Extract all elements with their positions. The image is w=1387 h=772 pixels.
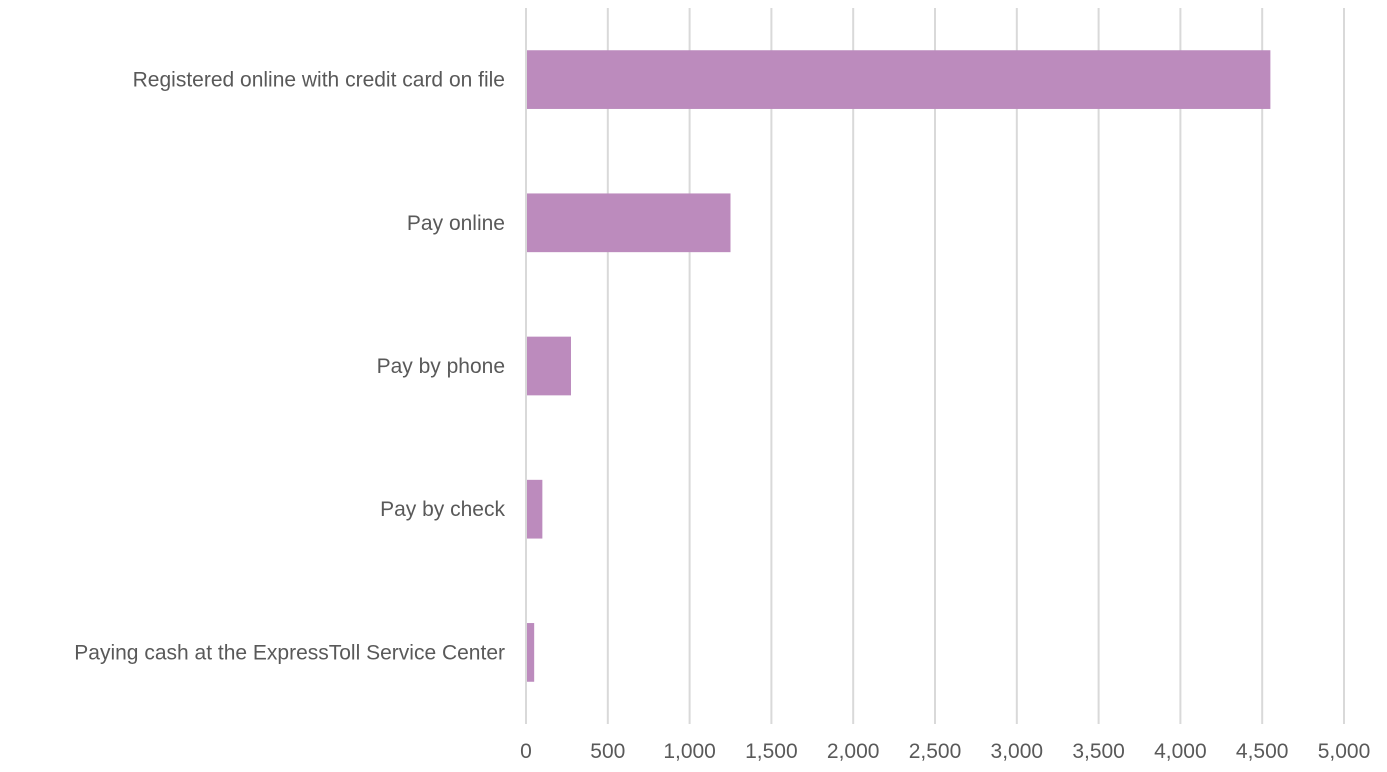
x-tick-label: 0: [520, 740, 532, 763]
bar: [527, 479, 543, 539]
category-label: Registered online with credit card on fi…: [133, 69, 505, 92]
x-tick-label: 3,500: [1072, 740, 1125, 763]
x-tick-label: 4,000: [1154, 740, 1207, 763]
x-tick-label: 1,000: [663, 740, 716, 763]
x-tick-label: 500: [590, 740, 625, 763]
category-label: Pay by phone: [377, 355, 505, 378]
category-labels: Registered online with credit card on fi…: [74, 69, 505, 665]
x-tick-label: 1,500: [745, 740, 798, 763]
bar: [527, 623, 535, 682]
category-label: Pay online: [407, 212, 505, 235]
bar: [527, 50, 1271, 109]
x-tick-label: 3,000: [991, 740, 1044, 763]
x-tick-label: 2,000: [827, 740, 880, 763]
x-tick-labels: 0 500 1,000 1,500 2,000 2,500 3,000 3,500 4,000 4…: [520, 740, 1370, 763]
x-tick-label: 2,500: [909, 740, 962, 763]
bar: [527, 193, 731, 253]
category-label: Paying cash at the ExpressToll Service C…: [74, 641, 505, 664]
gridlines: [525, 8, 1345, 724]
category-label: Pay by check: [380, 498, 505, 521]
x-tick-label: 5,000: [1318, 740, 1371, 763]
bars: [527, 50, 1271, 682]
bar: [527, 336, 571, 396]
x-tick-label: 4,500: [1236, 740, 1289, 763]
